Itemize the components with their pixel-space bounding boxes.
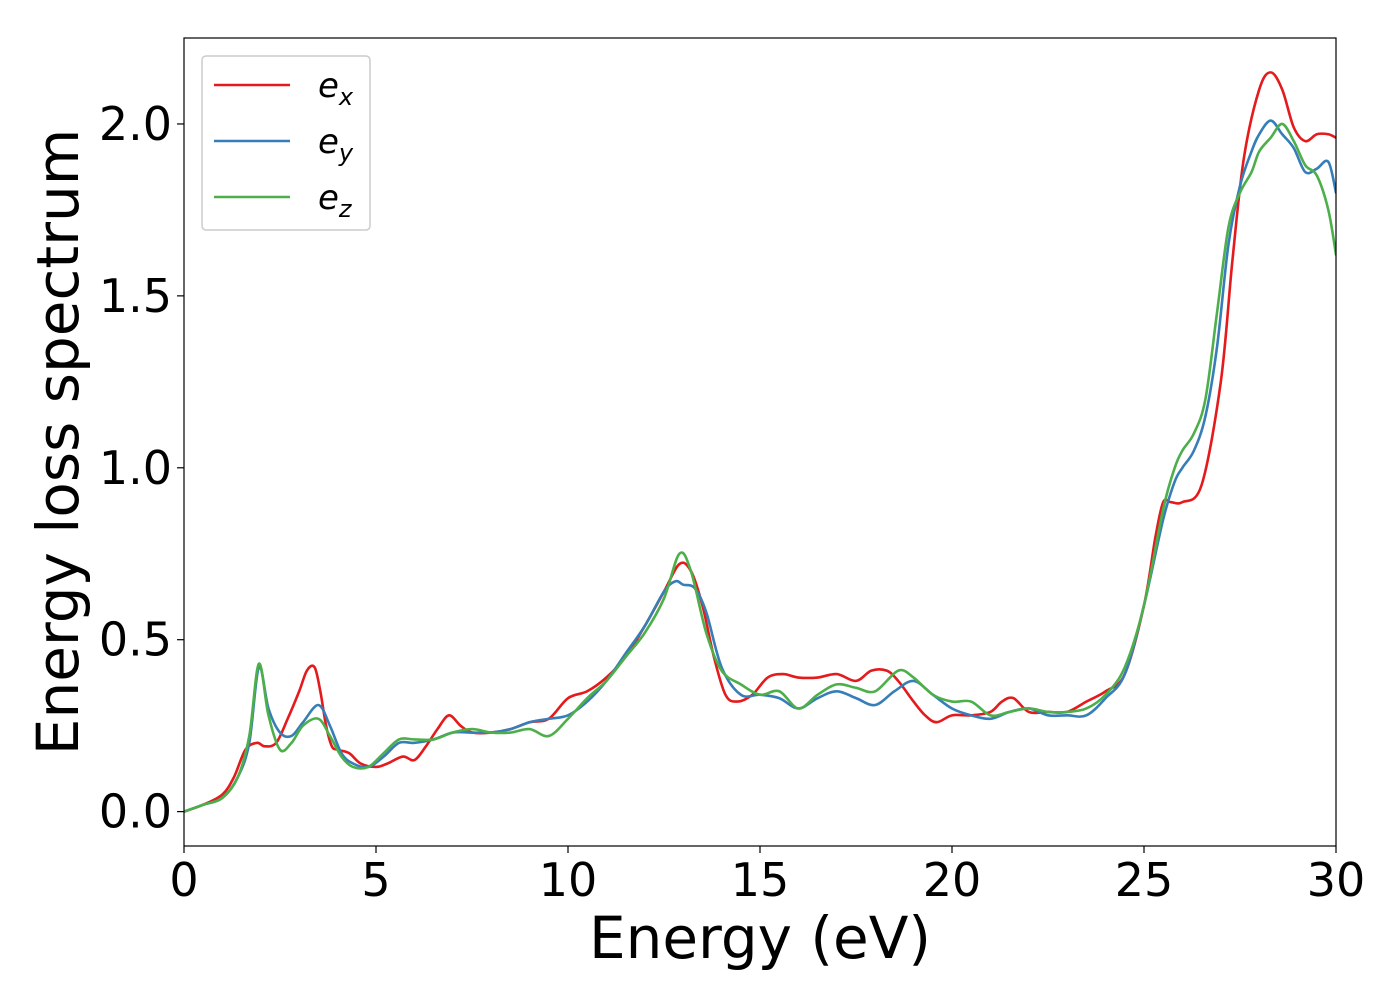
x-tick-label: 15 — [731, 853, 790, 907]
x-tick-label: 0 — [169, 853, 198, 907]
x-tick-label: 30 — [1307, 853, 1366, 907]
x-axis-ticks: 0 5 10 15 20 25 30 — [169, 846, 1365, 907]
y-tick-label: 0.0 — [99, 785, 172, 839]
x-tick-label: 25 — [1115, 853, 1174, 907]
x-tick-label: 20 — [923, 853, 982, 907]
x-tick-label: 10 — [539, 853, 598, 907]
y-tick-label: 2.0 — [99, 97, 172, 151]
legend-label-subscript: x — [338, 83, 354, 111]
legend-label-base: e — [318, 178, 339, 218]
legend-label-subscript: z — [338, 195, 353, 223]
y-tick-label: 0.5 — [99, 613, 172, 667]
x-axis-title: Energy (eV) — [589, 904, 931, 972]
plot-area — [184, 38, 1336, 846]
legend-label-subscript: y — [338, 139, 354, 167]
legend-label-base: e — [318, 66, 339, 106]
legend-label-x: ex — [318, 66, 354, 111]
legend-label-z: ez — [318, 178, 353, 223]
y-axis-title: Energy loss spectrum — [24, 129, 92, 755]
x-tick-label: 5 — [361, 853, 390, 907]
legend-label-base: e — [318, 122, 339, 162]
series-line-z — [184, 122, 1336, 813]
series-layer — [184, 71, 1336, 813]
legend-label-y: ey — [318, 122, 354, 167]
y-tick-label: 1.5 — [99, 269, 172, 323]
legend-box — [201, 55, 371, 231]
series-line-x — [184, 71, 1336, 813]
y-axis-ticks: 0.0 0.5 1.0 1.5 2.0 — [99, 97, 184, 839]
y-tick-label: 1.0 — [99, 441, 172, 495]
